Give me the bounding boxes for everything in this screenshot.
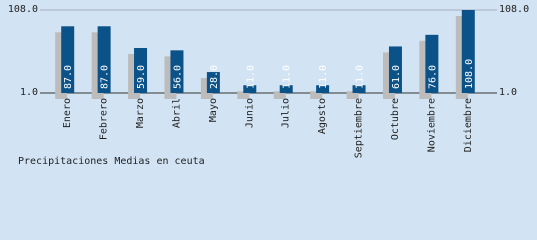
bar: [97, 26, 111, 94]
value-label: 11.0: [318, 65, 329, 89]
value-label: 76.0: [427, 65, 438, 89]
bar-shadow: [310, 91, 323, 99]
bar: [170, 50, 184, 93]
value-label: 11.0: [245, 65, 256, 89]
chart: Precipitaciones Medias en ceuta 1.0 1.0 10…: [0, 0, 537, 174]
bar: [461, 10, 475, 93]
value-label: 59.0: [136, 65, 147, 89]
x-tick-label: Agosto: [317, 98, 328, 134]
bar: [206, 72, 220, 93]
bar: [134, 48, 148, 93]
y-tick-label-right: 108.0: [499, 4, 529, 15]
bar-shadow: [346, 91, 359, 99]
bar: [279, 85, 293, 93]
x-tick-label: Diciembre: [463, 98, 474, 152]
bar: [243, 85, 257, 93]
x-tick-label: Mayo: [208, 98, 219, 122]
value-label: 56.0: [172, 65, 183, 89]
bar: [388, 46, 402, 93]
chart-title: Precipitaciones Medias en ceuta: [18, 156, 205, 167]
x-tick-label: Septiembre: [354, 98, 365, 158]
bar: [61, 26, 75, 94]
bar-shadow: [237, 91, 250, 99]
x-tick-label: Noviembre: [426, 98, 437, 152]
x-tick-label: Julio: [281, 98, 292, 128]
bar: [352, 85, 366, 93]
x-tick-label: Marzo: [135, 98, 146, 128]
x-tick-label: Abril: [171, 98, 182, 128]
y-tick-label: 108.0: [8, 4, 38, 15]
x-tick-label: Octubre: [390, 98, 401, 140]
bar-shadow: [55, 32, 68, 99]
bar-shadow: [273, 91, 286, 99]
value-label: 28.0: [209, 65, 220, 89]
value-label: 87.0: [100, 65, 111, 89]
value-label: 108.0: [464, 59, 475, 89]
value-label: 87.0: [63, 65, 74, 89]
bar: [425, 34, 439, 93]
x-tick-label: Febrero: [99, 98, 110, 140]
y-tick-label-right: 1.0: [499, 87, 517, 98]
bar: [316, 85, 330, 93]
x-tick-label: Enero: [62, 98, 73, 128]
value-label: 11.0: [282, 65, 293, 89]
x-tick-label: Junio: [244, 98, 255, 128]
value-label: 61.0: [391, 65, 402, 89]
y-tick-label: 1.0: [20, 87, 38, 98]
background: [0, 0, 537, 174]
value-label: 11.0: [355, 65, 366, 89]
